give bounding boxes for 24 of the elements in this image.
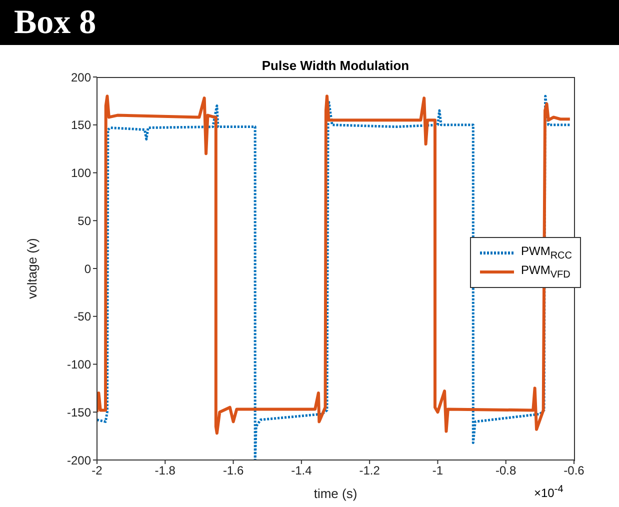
- y-tick-label: 150: [70, 118, 92, 132]
- y-tick-label: 100: [70, 166, 92, 180]
- legend-label: PWM$_{RCC}$: [521, 244, 572, 262]
- y-tick-label: 50: [78, 214, 92, 228]
- chart-title: Box 8: [0, 0, 619, 45]
- x-tick-label: -1.2: [359, 464, 380, 478]
- x-tick-label: -1.4: [291, 464, 312, 478]
- y-tick-label: -150: [66, 405, 92, 420]
- x-tick-label: -2: [92, 464, 103, 478]
- chart-subtitle: Pulse Width Modulation: [260, 58, 410, 73]
- x-axis-title: time (s): [314, 486, 358, 501]
- y-tick-label: -50: [74, 310, 92, 324]
- x-tick-label: -0.6: [564, 464, 585, 478]
- x-tick-label: -0.8: [496, 464, 517, 478]
- y-tick-label: -100: [66, 358, 92, 372]
- y-tick-label: 0: [84, 262, 92, 276]
- x-tick-label: -1.6: [222, 464, 244, 478]
- text: ×10$^{-4}$: [534, 484, 564, 500]
- x-tick-label: -1: [432, 464, 444, 478]
- legend-label: PWM$_{VFD}$: [521, 263, 570, 281]
- x-tick-label: -1.8: [154, 464, 176, 478]
- y-tick-label: 200: [70, 70, 92, 84]
- y-tick-label: -200: [66, 453, 92, 468]
- y-axis-title: voltage (v): [24, 238, 40, 299]
